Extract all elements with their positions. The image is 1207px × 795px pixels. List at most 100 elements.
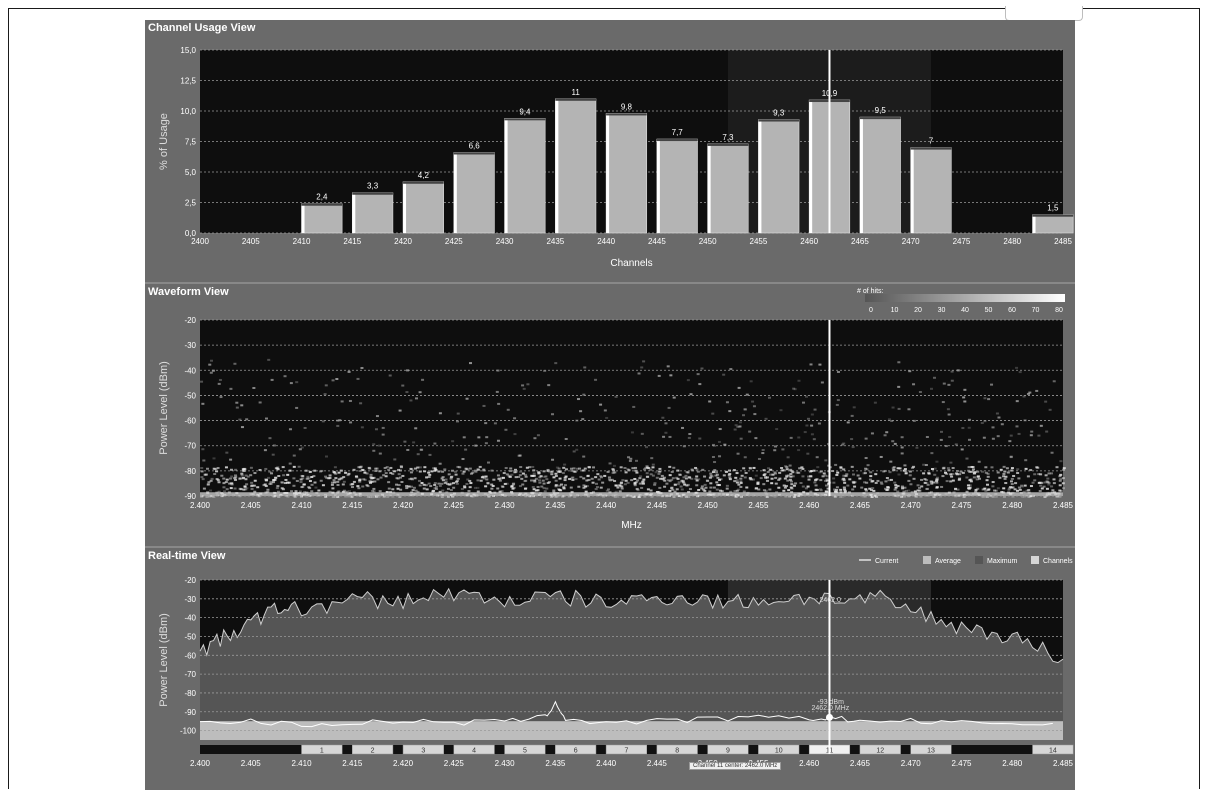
hit-cell <box>349 483 353 486</box>
hit-cell <box>682 445 686 448</box>
hit-cell <box>630 431 634 434</box>
hit-cell <box>705 479 709 482</box>
hit-cell <box>996 435 1000 438</box>
hit-cell <box>591 481 595 484</box>
hit-cell <box>786 479 790 482</box>
hit-cell <box>574 478 578 481</box>
hit-cell <box>1051 489 1055 492</box>
hit-cell <box>926 483 930 486</box>
hit-cell <box>900 452 904 455</box>
hit-cell <box>228 477 232 480</box>
hit-cell <box>751 478 755 481</box>
hit-cell <box>518 454 522 457</box>
hit-cell <box>249 474 253 477</box>
hit-cell <box>1016 468 1020 471</box>
hit-cell <box>724 470 728 473</box>
hit-cell <box>664 422 668 425</box>
hit-cell <box>897 407 901 410</box>
hit-cell <box>977 477 981 480</box>
cursor-tooltip: Channel 11 center: 2462.0 MHz <box>689 762 782 770</box>
hit-cell <box>253 490 257 493</box>
hit-cell <box>1010 477 1014 480</box>
hit-cell <box>347 490 351 493</box>
hit-cell <box>299 495 303 498</box>
hit-cell <box>614 484 618 487</box>
hit-cell <box>545 487 549 490</box>
hit-cell <box>1047 481 1051 484</box>
hit-cell <box>789 436 793 439</box>
hit-cell <box>710 475 714 478</box>
hit-cell <box>1006 471 1010 474</box>
hit-cell <box>842 468 846 471</box>
hit-cell <box>533 437 537 440</box>
hit-cell <box>233 362 237 365</box>
hit-cell <box>411 489 415 492</box>
hit-cell <box>310 483 314 486</box>
hit-cell <box>225 478 229 481</box>
hit-cell <box>1029 469 1033 472</box>
bar-cap <box>301 203 343 206</box>
hit-cell <box>561 495 565 498</box>
hit-cell <box>735 489 739 492</box>
hit-cell <box>597 478 601 481</box>
hit-cell <box>759 477 763 480</box>
hit-cell <box>360 426 364 429</box>
hit-cell <box>631 467 635 470</box>
hit-cell <box>1002 487 1006 490</box>
hit-cell <box>412 486 416 489</box>
hit-cell <box>238 495 242 498</box>
hit-cell <box>734 424 738 427</box>
hit-cell <box>1028 391 1032 394</box>
hit-cell <box>641 480 645 483</box>
hit-cell <box>940 485 944 488</box>
hit-cell <box>536 434 540 437</box>
hit-cell <box>932 495 936 498</box>
hit-cell <box>283 482 287 485</box>
hit-cell <box>636 479 640 482</box>
x-tick-label: 2465 <box>851 237 869 246</box>
hit-cell <box>635 471 639 474</box>
panel-divider[interactable] <box>145 282 1075 284</box>
hit-cell <box>498 478 502 481</box>
hit-cell <box>433 442 437 445</box>
hit-cell <box>383 495 387 498</box>
hit-cell <box>958 477 962 480</box>
hit-cell <box>1021 495 1025 498</box>
hit-cell <box>968 470 972 473</box>
hit-cell <box>939 438 943 441</box>
hit-cell <box>243 468 247 471</box>
hit-cell <box>965 476 969 479</box>
hit-cell <box>613 495 617 498</box>
hit-cell <box>766 471 770 474</box>
hit-cell <box>887 479 891 482</box>
hit-cell <box>292 454 296 457</box>
hit-cell <box>659 477 663 480</box>
panel-divider[interactable] <box>145 546 1075 548</box>
bar-cap <box>352 192 393 195</box>
bar-value-label: 7 <box>929 137 934 146</box>
hit-cell <box>655 476 659 479</box>
hit-cell <box>391 495 395 498</box>
hit-cell <box>870 432 874 435</box>
top-control[interactable] <box>1005 6 1083 21</box>
hit-cell <box>803 431 807 434</box>
hit-cell <box>789 468 793 471</box>
bar-cap <box>758 119 800 122</box>
hit-cell <box>409 467 413 470</box>
hit-cell <box>767 467 771 470</box>
hit-cell <box>522 387 526 390</box>
hit-cell <box>532 488 536 491</box>
hit-cell <box>663 479 667 482</box>
hit-cell <box>1057 495 1061 498</box>
hit-cell <box>672 466 676 469</box>
hit-cell <box>900 436 904 439</box>
hit-cell <box>744 408 748 411</box>
hit-cell <box>949 473 953 476</box>
hit-cell <box>605 416 609 419</box>
hit-cell <box>523 487 527 490</box>
hit-cell <box>583 366 587 369</box>
hit-cell <box>743 456 747 459</box>
hit-cell <box>551 458 555 461</box>
bar-value-label: 11 <box>572 88 581 97</box>
hit-cell <box>451 495 455 498</box>
